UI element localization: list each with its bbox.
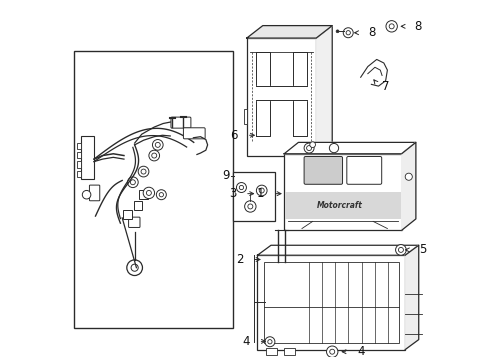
Text: 1: 1 [256, 187, 264, 200]
Circle shape [398, 247, 403, 252]
FancyBboxPatch shape [183, 128, 205, 139]
Circle shape [268, 339, 272, 344]
Circle shape [159, 193, 164, 197]
FancyBboxPatch shape [128, 217, 140, 228]
Circle shape [256, 185, 267, 196]
Text: 8: 8 [414, 20, 421, 33]
Text: 4: 4 [242, 335, 249, 348]
Circle shape [149, 150, 160, 161]
Circle shape [130, 180, 135, 185]
Bar [77, 152, 80, 158]
Bar [139, 190, 148, 199]
Bar [77, 161, 80, 168]
Text: 9: 9 [222, 169, 230, 183]
Circle shape [245, 201, 256, 212]
Bar [244, 109, 247, 123]
Circle shape [131, 264, 138, 271]
Circle shape [156, 190, 166, 200]
Bar [285, 192, 401, 219]
Bar [77, 143, 80, 149]
Circle shape [330, 349, 335, 354]
Bar [267, 348, 277, 355]
Polygon shape [284, 142, 416, 154]
Circle shape [82, 190, 91, 199]
Circle shape [310, 142, 316, 148]
Circle shape [386, 21, 397, 32]
Circle shape [346, 31, 350, 35]
Text: 7: 7 [382, 80, 390, 93]
Text: Motorcraft: Motorcraft [317, 201, 362, 210]
Bar [123, 210, 132, 219]
Text: 6: 6 [230, 129, 238, 142]
Circle shape [259, 188, 264, 193]
Circle shape [138, 166, 149, 177]
FancyBboxPatch shape [90, 185, 100, 201]
Text: 5: 5 [419, 243, 426, 256]
Text: 4: 4 [357, 345, 365, 358]
Bar [264, 262, 399, 343]
Circle shape [152, 153, 157, 158]
Polygon shape [405, 245, 419, 350]
Circle shape [155, 142, 160, 147]
Circle shape [143, 187, 154, 199]
Bar [233, 172, 275, 221]
Circle shape [127, 260, 143, 275]
Circle shape [326, 346, 338, 357]
Circle shape [239, 185, 244, 190]
FancyBboxPatch shape [304, 157, 343, 184]
Circle shape [127, 177, 138, 188]
Circle shape [307, 145, 312, 150]
Circle shape [329, 143, 339, 153]
Polygon shape [256, 86, 270, 100]
Text: 2: 2 [236, 253, 243, 266]
Bar [284, 348, 295, 355]
Polygon shape [257, 245, 419, 255]
Polygon shape [247, 26, 332, 38]
Bar [284, 154, 402, 230]
Circle shape [389, 24, 394, 29]
Text: 3: 3 [229, 187, 236, 200]
Circle shape [395, 244, 406, 255]
Polygon shape [316, 26, 332, 156]
Text: 8: 8 [368, 26, 375, 39]
Bar [74, 50, 233, 328]
FancyBboxPatch shape [80, 136, 94, 179]
Circle shape [343, 28, 353, 38]
Circle shape [304, 143, 314, 153]
Polygon shape [402, 142, 416, 230]
Bar [247, 38, 316, 156]
Circle shape [141, 169, 146, 174]
Bar [257, 255, 405, 350]
Circle shape [336, 30, 339, 33]
Polygon shape [293, 86, 307, 100]
Bar [77, 171, 80, 177]
FancyBboxPatch shape [171, 117, 191, 128]
Circle shape [405, 173, 412, 180]
FancyBboxPatch shape [347, 157, 382, 184]
Circle shape [248, 204, 253, 209]
Circle shape [265, 337, 275, 347]
Circle shape [237, 183, 246, 193]
Circle shape [152, 140, 163, 150]
Circle shape [147, 190, 151, 195]
Bar [134, 201, 143, 210]
